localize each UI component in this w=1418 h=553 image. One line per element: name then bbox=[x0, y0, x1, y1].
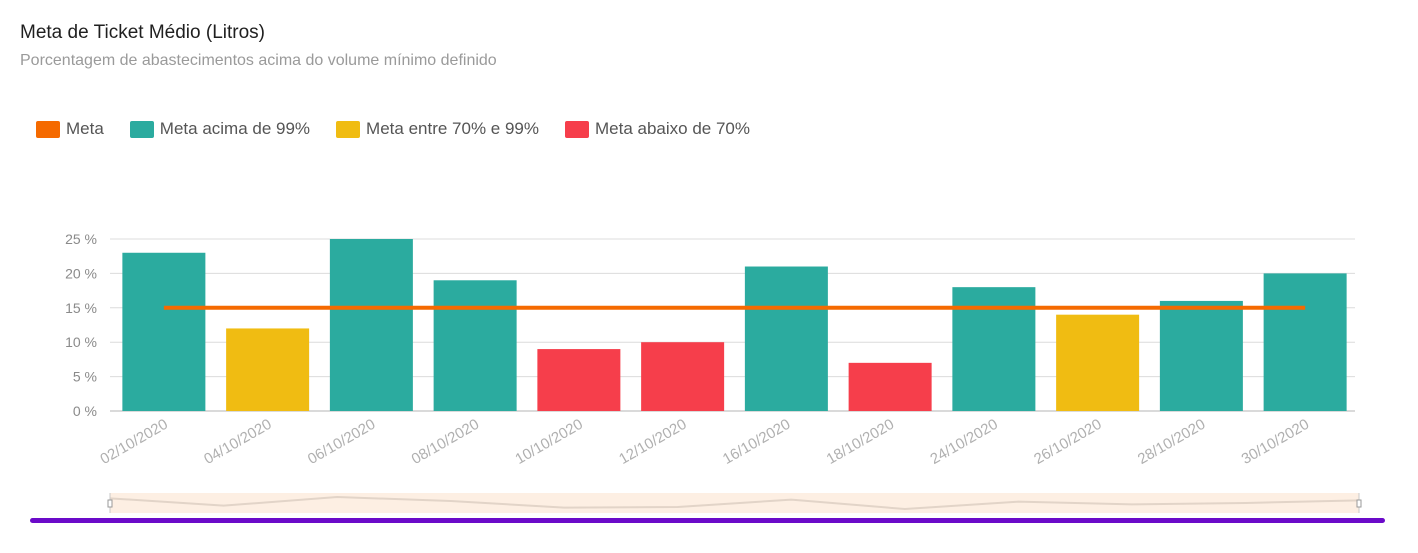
legend: Meta Meta acima de 99% Meta entre 70% e … bbox=[36, 119, 776, 139]
bar-18/10/2020[interactable] bbox=[848, 362, 932, 411]
legend-label-between: Meta entre 70% e 99% bbox=[366, 119, 539, 138]
bar-04/10/2020[interactable] bbox=[226, 328, 310, 411]
x-tick-label: 26/10/2020 bbox=[1031, 416, 1105, 468]
legend-swatch-meta bbox=[36, 120, 60, 138]
x-tick-label: 06/10/2020 bbox=[305, 416, 379, 468]
bar-30/10/2020[interactable] bbox=[1263, 273, 1347, 411]
y-tick-label: 10 % bbox=[65, 334, 97, 350]
bar-28/10/2020[interactable] bbox=[1159, 300, 1243, 411]
range-handle-grip-right[interactable] bbox=[1356, 499, 1362, 508]
x-tick-label: 18/10/2020 bbox=[824, 416, 898, 468]
legend-label-above: Meta acima de 99% bbox=[159, 119, 311, 138]
bar-02/10/2020[interactable] bbox=[122, 252, 206, 411]
x-tick-label: 16/10/2020 bbox=[720, 416, 794, 468]
legend-item-meta[interactable]: Meta bbox=[36, 119, 104, 139]
range-handle-grip-left[interactable] bbox=[107, 499, 113, 508]
x-tick-label: 30/10/2020 bbox=[1239, 416, 1313, 468]
legend-item-above[interactable]: Meta acima de 99% bbox=[129, 119, 311, 139]
bar-06/10/2020[interactable] bbox=[329, 239, 413, 411]
accent-underline bbox=[30, 518, 1385, 523]
legend-item-between[interactable]: Meta entre 70% e 99% bbox=[336, 119, 539, 139]
bar-10/10/2020[interactable] bbox=[537, 349, 621, 411]
y-tick-label: 5 % bbox=[73, 369, 97, 385]
y-tick-label: 0 % bbox=[73, 403, 97, 419]
x-tick-label: 08/10/2020 bbox=[409, 416, 483, 468]
bar-12/10/2020[interactable] bbox=[641, 342, 725, 411]
x-tick-label: 28/10/2020 bbox=[1135, 416, 1209, 468]
bar-24/10/2020[interactable] bbox=[952, 287, 1036, 411]
x-tick-label: 10/10/2020 bbox=[512, 416, 586, 468]
legend-swatch-between bbox=[336, 120, 361, 138]
legend-item-below[interactable]: Meta abaixo de 70% bbox=[565, 119, 750, 139]
legend-label-below: Meta abaixo de 70% bbox=[595, 119, 750, 138]
x-tick-label: 02/10/2020 bbox=[97, 416, 171, 468]
legend-swatch-below bbox=[565, 120, 589, 138]
chart-subtitle: Porcentagem de abastecimentos acima do v… bbox=[20, 52, 497, 69]
chart-title: Meta de Ticket Médio (Litros) bbox=[20, 22, 265, 43]
bar-26/10/2020[interactable] bbox=[1056, 314, 1140, 411]
y-tick-label: 15 % bbox=[65, 300, 97, 316]
legend-label-meta: Meta bbox=[66, 119, 104, 138]
legend-swatch-above bbox=[129, 120, 154, 138]
bar-08/10/2020[interactable] bbox=[433, 280, 517, 411]
bar-16/10/2020[interactable] bbox=[744, 266, 828, 411]
x-tick-label: 04/10/2020 bbox=[201, 416, 275, 468]
x-tick-label: 12/10/2020 bbox=[616, 416, 690, 468]
y-tick-label: 20 % bbox=[65, 265, 97, 281]
range-slider-preview-line bbox=[109, 495, 1360, 511]
y-tick-label: 25 % bbox=[65, 231, 97, 247]
x-tick-label: 24/10/2020 bbox=[927, 416, 1001, 468]
